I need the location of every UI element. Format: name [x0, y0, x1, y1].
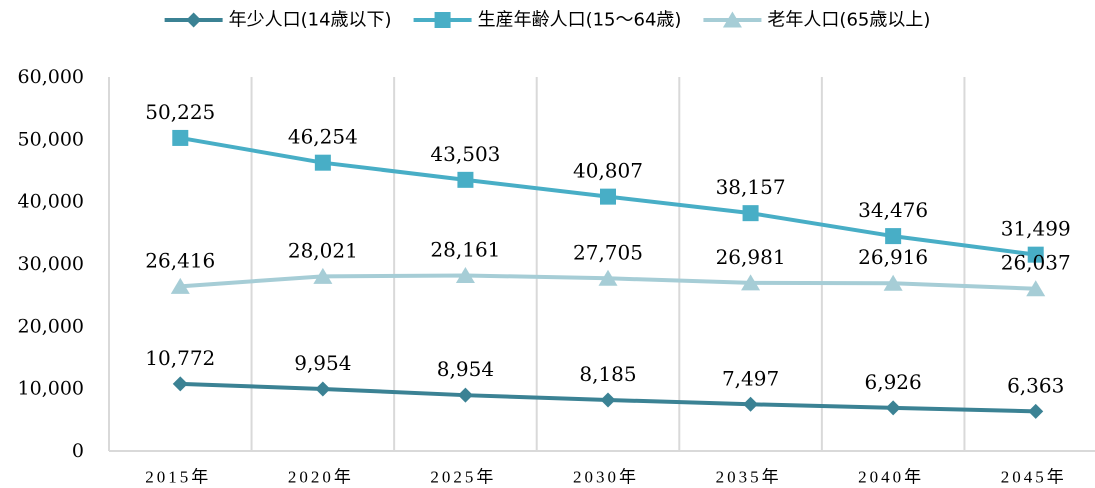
axes: 0 10,000 20,000 30,000 40,000 50,000 60,000 201… [18, 66, 1095, 487]
data-label-triangle-3: 27,705 [573, 240, 643, 264]
data-label-diamond-0: 10,772 [145, 346, 215, 370]
legend-label-square: 生産年齢人口(15～64歳) [478, 10, 682, 31]
legend-marker-square [434, 12, 451, 28]
point-square-1 [314, 154, 331, 171]
point-triangle-5 [883, 274, 903, 291]
point-triangle-2 [455, 266, 475, 283]
data-label-square-0: 50,225 [145, 100, 215, 124]
data-label-diamond-4: 7,497 [722, 366, 779, 390]
y-tick-label-60000: 60,000 [18, 66, 84, 88]
legend-item-diamond: 年少人口(14歳以下) [164, 10, 392, 31]
data-label-square-1: 46,254 [288, 125, 358, 149]
point-square-3 [600, 188, 616, 205]
y-tick-label-30000: 30,000 [18, 253, 84, 275]
data-label-triangle-0: 26,416 [145, 248, 215, 272]
point-square-5 [885, 228, 902, 245]
data-label-triangle-1: 28,021 [288, 238, 358, 262]
y-tick-label-50000: 50,000 [18, 128, 84, 150]
x-tick-label-2025: 2025年 [430, 468, 496, 487]
point-diamond-2 [457, 387, 473, 403]
data-label-triangle-6: 26,037 [1001, 251, 1071, 275]
vertical-gridlines [250, 77, 966, 451]
data-label-square-5: 34,476 [858, 198, 928, 222]
x-tick-label-2045: 2045年 [1001, 468, 1067, 487]
x-tick-label-2020: 2020年 [288, 468, 354, 487]
point-square-2 [457, 171, 474, 188]
data-label-diamond-6: 6,363 [1007, 373, 1064, 397]
data-label-square-3: 40,807 [573, 159, 643, 183]
data-label-square-4: 38,157 [716, 175, 786, 199]
x-tick-label-2040: 2040年 [858, 468, 924, 487]
y-tick-label-20000: 20,000 [18, 315, 84, 337]
data-label-square-6: 31,499 [1001, 217, 1071, 241]
point-diamond-0 [172, 376, 188, 392]
legend-item-triangle: 老年人口(65歳以上) [703, 10, 930, 31]
point-triangle-6 [1026, 280, 1046, 297]
data-label-diamond-3: 8,185 [579, 362, 636, 386]
point-diamond-4 [743, 396, 759, 412]
legend-label-diamond: 年少人口(14歳以下) [229, 10, 392, 31]
point-diamond-3 [600, 392, 616, 408]
point-diamond-1 [315, 381, 331, 397]
legend-marker-triangle [722, 11, 742, 28]
data-label-diamond-5: 6,926 [865, 370, 922, 394]
y-tick-label-40000: 40,000 [18, 191, 84, 213]
point-diamond-5 [885, 400, 901, 416]
data-label-diamond-1: 9,954 [294, 351, 351, 375]
point-square-4 [742, 205, 759, 222]
point-square-6 [1027, 246, 1044, 263]
y-tick-label-10000: 10,000 [18, 378, 84, 400]
data-label-triangle-2: 28,161 [430, 237, 500, 261]
point-triangle-4 [741, 274, 761, 291]
point-square-0 [172, 129, 189, 146]
point-triangle-3 [598, 269, 618, 286]
legend: 年少人口(14歳以下) 生産年齢人口(15～64歳) 老年人口(65歳以上) [164, 10, 930, 31]
legend-item-square: 生産年齢人口(15～64歳) [413, 10, 682, 31]
data-label-square-2: 43,503 [430, 142, 500, 166]
series-lines [170, 129, 1046, 419]
x-tick-label-2030: 2030年 [573, 468, 639, 487]
point-diamond-6 [1028, 403, 1044, 419]
data-label-diamond-2: 8,954 [437, 357, 494, 381]
x-tick-label-2015: 2015年 [145, 468, 211, 487]
x-tick-label-2035: 2035年 [716, 468, 782, 487]
data-label-triangle-4: 26,981 [716, 245, 786, 269]
point-triangle-0 [170, 277, 190, 294]
data-labels: 10,772 9,954 8,954 8,185 7,497 6,926 6,363 50,2… [145, 100, 1070, 397]
point-triangle-1 [313, 267, 333, 284]
legend-marker-diamond [186, 12, 202, 28]
legend-label-triangle: 老年人口(65歳以上) [767, 10, 930, 31]
y-tick-label-0: 0 [72, 440, 84, 462]
data-label-triangle-5: 26,916 [858, 245, 928, 269]
